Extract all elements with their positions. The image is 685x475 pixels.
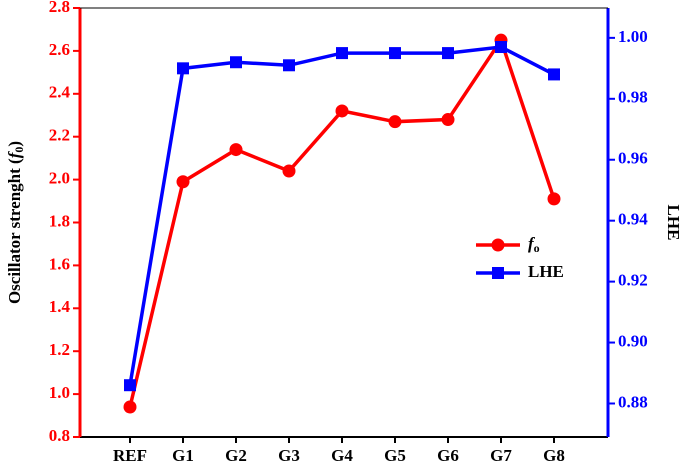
marker: [336, 47, 348, 60]
y-tick-label: 2.6: [49, 40, 70, 59]
series-line: [128, 45, 555, 386]
x-tick-label: REF: [113, 446, 147, 465]
x-tick-label: G3: [278, 446, 300, 465]
x-tick-label: G6: [437, 446, 459, 465]
marker: [388, 115, 402, 129]
legend-marker: [491, 238, 505, 252]
y-tick-label: 2.0: [49, 169, 70, 188]
y-tick-label: 2.2: [49, 126, 70, 145]
y2-tick-label: 0.98: [618, 88, 648, 107]
marker: [123, 400, 137, 414]
x-tick-label: G7: [490, 446, 512, 465]
y-tick-label: 1.4: [49, 297, 71, 316]
marker: [495, 41, 507, 53]
y2-axis-label: LHE: [664, 205, 683, 241]
y-tick-label: 1.8: [49, 211, 70, 230]
x-tick-label: G5: [384, 446, 406, 465]
y2-tick-label: 0.88: [618, 392, 648, 411]
marker: [389, 47, 401, 60]
y2-tick-label: 1.00: [618, 27, 648, 46]
marker: [229, 143, 243, 157]
y-tick-label: 1.2: [49, 340, 70, 359]
y-tick-label: 2.4: [49, 83, 71, 102]
marker: [442, 47, 454, 60]
y-tick-label: 1.0: [49, 383, 70, 402]
marker: [124, 379, 136, 392]
marker: [283, 59, 295, 72]
y2-tick-label: 0.90: [618, 331, 648, 350]
marker: [335, 104, 349, 118]
series-line: [128, 36, 556, 408]
x-tick-label: G4: [331, 446, 353, 465]
legend-marker: [492, 267, 504, 279]
y-tick-label: 2.8: [49, 0, 70, 16]
y2-tick-label: 0.96: [618, 149, 648, 168]
y2-tick-label: 0.92: [618, 271, 648, 290]
marker: [177, 62, 189, 75]
legend-label: fo: [528, 234, 540, 255]
marker: [547, 192, 561, 206]
x-tick-label: G1: [172, 446, 194, 465]
y2-tick-label: 0.94: [618, 210, 648, 229]
marker: [441, 113, 455, 127]
legend-label: LHE: [528, 262, 564, 281]
marker: [230, 56, 242, 69]
x-tick-label: G8: [543, 446, 565, 465]
y-axis-label: Oscillator strenght (f0): [5, 141, 26, 304]
y-tick-label: 0.8: [49, 426, 70, 445]
marker: [282, 164, 296, 178]
marker: [548, 68, 560, 81]
x-tick-label: G2: [225, 446, 247, 465]
marker: [176, 175, 190, 189]
y-tick-label: 1.6: [49, 254, 70, 273]
